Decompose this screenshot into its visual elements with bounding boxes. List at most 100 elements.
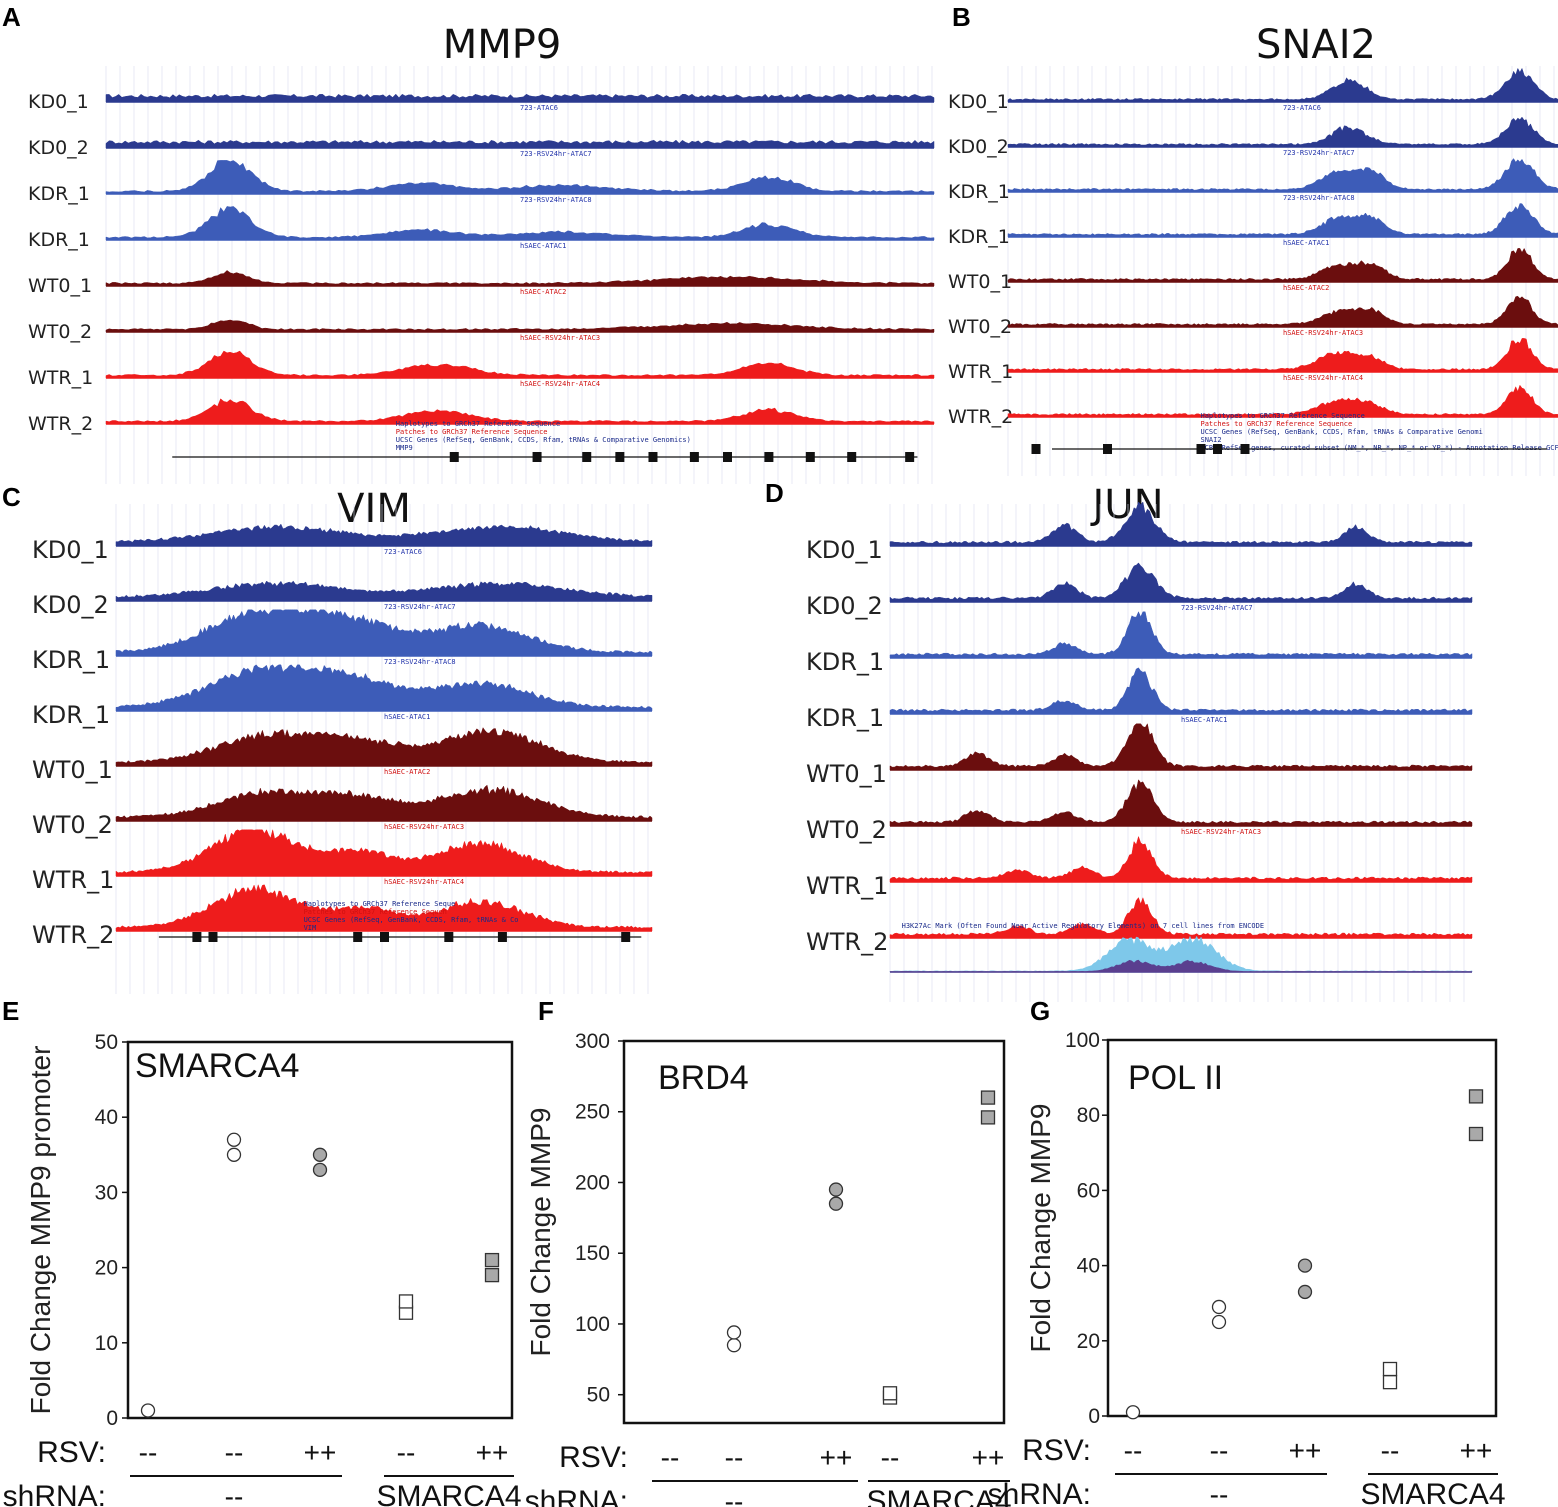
- y-tick-label: 50: [95, 1031, 118, 1054]
- panel-label-g: G: [1030, 996, 1051, 1026]
- rsv-condition: ++: [304, 1437, 337, 1468]
- track-sublabel: 723-RSV24hr-ATAC7: [520, 149, 592, 158]
- y-tick-label: 10: [95, 1332, 118, 1355]
- browser-grid: [105, 66, 933, 484]
- track-label: KD0_1: [28, 91, 89, 113]
- browser-annotation: NCBI RefSeq genes, curated subset (NM_*,…: [1200, 444, 1558, 452]
- rsv-condition: ++: [972, 1442, 1005, 1473]
- data-point: [312, 1162, 328, 1177]
- track-label: WTR_1: [948, 361, 1014, 383]
- track-sublabel: 723-RSV24hr-ATAC7: [1181, 604, 1253, 613]
- track-sublabel: 723-RSV24hr-ATAC8: [520, 195, 592, 204]
- rsv-condition: --: [725, 1442, 744, 1473]
- shrna-row-label: shRNA:: [3, 1480, 106, 1507]
- rsv-condition: --: [1124, 1435, 1143, 1466]
- y-tick-label: 250: [575, 1101, 610, 1124]
- track-label: WTR_1: [32, 866, 115, 894]
- shrna-group-label: --: [225, 1481, 244, 1507]
- data-point: [1382, 1375, 1398, 1390]
- track-label: KD0_2: [948, 136, 1009, 158]
- track-label: WTR_2: [28, 413, 94, 435]
- data-point: [980, 1110, 996, 1125]
- browser-annotation: H3K27Ac Mark (Often Found Near Active Re…: [901, 922, 1265, 930]
- y-tick-label: 100: [575, 1313, 610, 1336]
- signal-track-kd0: [115, 580, 653, 602]
- signal-track-wt0: [1007, 295, 1558, 328]
- data-point: [1211, 1314, 1227, 1330]
- track-label: KDR_1: [28, 183, 90, 205]
- signal-track-kd0: [1007, 116, 1558, 148]
- rsv-row-label: RSV:: [1022, 1434, 1091, 1467]
- signal-track-wt0: [1007, 247, 1558, 283]
- track-sublabel: hSAEC-RSV24hr-ATAC3: [1181, 828, 1262, 837]
- signal-track-wtr: [889, 835, 1473, 883]
- y-tick-label: 100: [1065, 1029, 1100, 1052]
- signal-track-kdr: [889, 667, 1473, 715]
- track-sublabel: hSAEC-RSV24hr-ATAC3: [520, 333, 601, 342]
- data-point: [312, 1147, 328, 1162]
- shrna-group-label: SMARCA4: [1360, 1478, 1505, 1507]
- browser-annotation: Haplotypes to GRCh37 Reference Sequence: [1200, 412, 1365, 420]
- shrna-row-label: shRNA:: [525, 1485, 628, 1507]
- y-tick-label: 40: [95, 1106, 118, 1129]
- data-point: [828, 1196, 844, 1211]
- track-label: WT0_1: [806, 760, 887, 788]
- scatter-chart-smarca4: 0 10 20 30 40 50 SMARCA4 Fold Change MMP9 promo…: [3, 1031, 522, 1507]
- data-point: [1125, 1405, 1141, 1420]
- panel-label-d: D: [765, 478, 784, 508]
- data-point: [1297, 1258, 1313, 1273]
- signal-track-kdr: [1007, 157, 1558, 193]
- gene-model: [1031, 444, 1547, 454]
- y-tick-label: 300: [575, 1030, 610, 1053]
- y-axis-label: Fold Change MMP9: [1025, 1103, 1056, 1352]
- chart-title: SMARCA4: [135, 1047, 299, 1085]
- shrna-group-label: --: [1210, 1479, 1229, 1507]
- track-label: WT0_1: [948, 271, 1013, 293]
- rsv-condition: ++: [820, 1442, 853, 1473]
- track-sublabel: hSAEC-ATAC2: [384, 768, 431, 777]
- data-point: [980, 1090, 996, 1105]
- track-label: WTR_1: [28, 367, 94, 389]
- plot-frame: [622, 1039, 1006, 1425]
- signal-track-kd0: [1007, 67, 1558, 103]
- data-point: [726, 1325, 742, 1340]
- shrna-row-label: shRNA:: [988, 1478, 1091, 1507]
- signal-track-wtr: [105, 397, 935, 425]
- rsv-condition: --: [661, 1442, 680, 1473]
- data-point: [726, 1338, 742, 1353]
- rsv-condition: ++: [1460, 1435, 1493, 1466]
- y-tick-label: 80: [1077, 1104, 1100, 1127]
- data-point: [1297, 1284, 1313, 1300]
- track-label: KDR_1: [28, 229, 90, 251]
- signal-track-kdr: [115, 609, 653, 657]
- track-label: WT0_1: [28, 275, 93, 297]
- signal-track-wt0: [115, 784, 653, 822]
- plot-frame: [1106, 1038, 1498, 1418]
- track-sublabel: 723-ATAC6: [384, 548, 422, 557]
- browser-annotation: VIM: [303, 924, 317, 932]
- signal-track-kd0: [115, 523, 653, 547]
- panel-label-c: C: [2, 482, 21, 512]
- rsv-condition: --: [1210, 1435, 1229, 1466]
- signal-track-wt0: [105, 269, 935, 287]
- track-sublabel: hSAEC-ATAC1: [520, 241, 567, 250]
- signal-track-wt0: [889, 723, 1473, 771]
- panel-label-a: A: [2, 2, 21, 32]
- plot-frame: [126, 1040, 514, 1420]
- rsv-condition: --: [1381, 1435, 1400, 1466]
- signal-track-wtr: [115, 829, 653, 877]
- chart-title: POL II: [1128, 1059, 1223, 1097]
- track-label: WTR_2: [948, 406, 1014, 428]
- gene-model: [158, 932, 642, 942]
- panel-label-f: F: [538, 996, 554, 1026]
- data-point: [226, 1147, 242, 1162]
- signal-track-kd0: [105, 139, 935, 149]
- data-point: [484, 1267, 500, 1283]
- data-point: [140, 1403, 156, 1418]
- y-tick-label: 200: [575, 1171, 610, 1194]
- data-point: [1382, 1361, 1398, 1377]
- scatter-chart-pol2: 0 20 40 60 80 100 POL II Fold Change MMP9 RSV: sh…: [988, 1029, 1506, 1507]
- browser-annotation: Haplotypes to GRCh37 Reference Sequence: [395, 420, 561, 428]
- track-label: KDR_1: [806, 648, 885, 676]
- signal-track-wtr: [1007, 384, 1558, 418]
